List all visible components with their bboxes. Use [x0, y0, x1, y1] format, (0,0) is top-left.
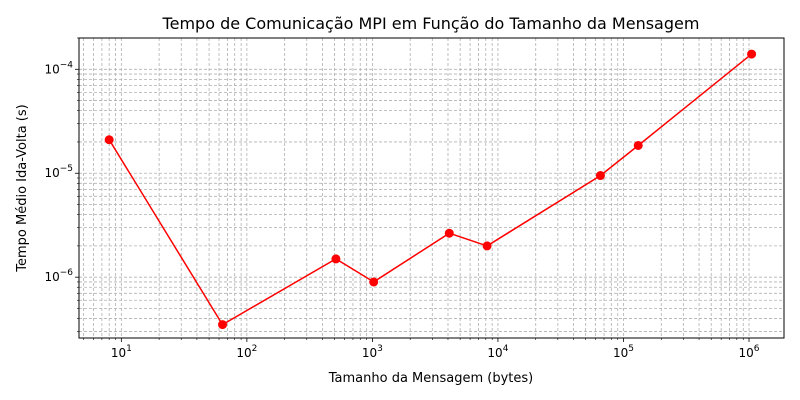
- data-point: [104, 135, 114, 145]
- data-point: [218, 320, 228, 330]
- chart-title: Tempo de Comunicação MPI em Função do Ta…: [162, 14, 700, 33]
- data-point: [595, 171, 605, 181]
- data-point: [444, 228, 454, 238]
- y-tick-label: 10−5: [44, 164, 73, 180]
- data-point: [633, 140, 643, 150]
- x-tick-label: 103: [362, 344, 383, 360]
- y-tick-label: 10−4: [44, 60, 73, 76]
- data-point: [331, 254, 341, 264]
- data-point: [369, 277, 379, 287]
- x-axis-label: Tamanho da Mensagem (bytes): [328, 371, 534, 386]
- axis-ticks: 101 102 103 104 105 106 10−6 10−5 10−4: [44, 37, 760, 360]
- x-tick-label: 101: [111, 344, 132, 360]
- x-tick-label: 106: [738, 344, 759, 360]
- grid: [79, 37, 784, 338]
- plot-frame: [78, 37, 785, 339]
- x-tick-label: 105: [613, 344, 634, 360]
- series-layer: [104, 49, 757, 330]
- data-point: [747, 49, 757, 59]
- x-tick-label: 102: [236, 344, 257, 360]
- x-tick-label: 104: [487, 344, 508, 360]
- y-axis-label: Tempo Médio Ida-Volta (s): [15, 104, 30, 272]
- data-point: [482, 241, 492, 251]
- y-tick-label: 10−6: [44, 268, 73, 284]
